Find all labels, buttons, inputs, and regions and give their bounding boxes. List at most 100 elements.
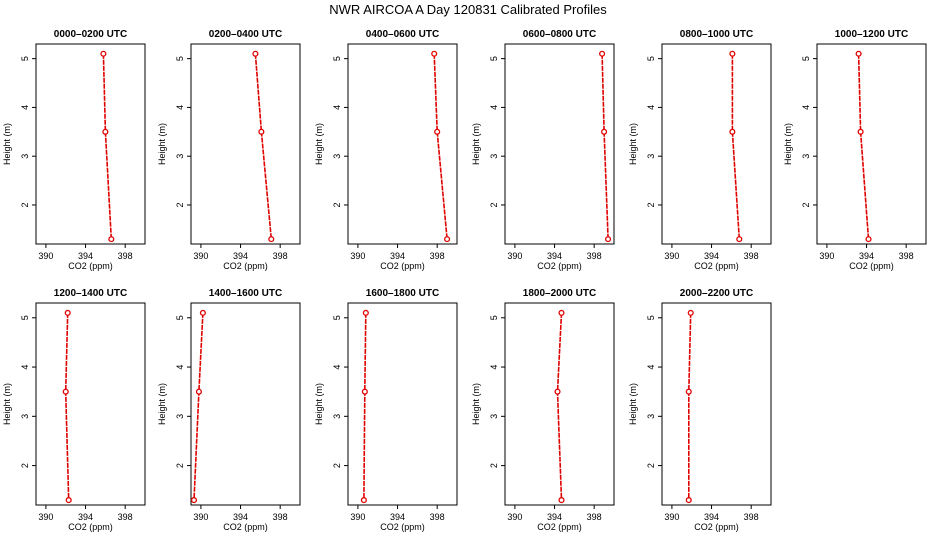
x-axis-label: CO2 (ppm) (223, 522, 268, 532)
data-point (865, 236, 872, 243)
plot-frame (504, 302, 615, 506)
x-tick-label: 394 (704, 512, 719, 522)
y-tick-label: 5 (332, 56, 342, 61)
x-axis-label: CO2 (ppm) (380, 261, 425, 271)
x-axis-label: CO2 (ppm) (68, 522, 113, 532)
figure-title: NWR AIRCOA A Day 120831 Calibrated Profi… (329, 2, 607, 17)
data-point (195, 388, 202, 395)
panel-8: 1400–1600 UTC 390 394 398 CO2 (ppm) 2 3 4 5 Heigh… (157, 288, 301, 532)
x-tick-label: 398 (744, 251, 759, 261)
x-axis-label: CO2 (ppm) (849, 261, 894, 271)
y-axis-label: Height (m) (471, 383, 481, 425)
data-point (736, 236, 743, 243)
y-tick-label: 2 (801, 202, 811, 207)
y-tick-label: 3 (646, 414, 656, 419)
panel-3: 0400–0600 UTC 390 394 398 CO2 (ppm) 2 3 4 5 Heigh… (314, 29, 458, 271)
x-tick-label: 398 (587, 251, 602, 261)
panel-5: 0800–1000 UTC 390 394 398 CO2 (ppm) 2 3 4 5 Heigh… (628, 29, 772, 271)
plot-frame (661, 302, 772, 506)
data-point (108, 236, 115, 243)
y-tick-label: 3 (489, 414, 499, 419)
data-point (102, 128, 109, 135)
data-point (199, 309, 206, 316)
plot-frame (816, 43, 927, 245)
panel-title: 0000–0200 UTC (54, 29, 127, 40)
plot-frame (190, 302, 301, 506)
y-tick-label: 4 (332, 105, 342, 110)
y-axis-label: Height (m) (783, 123, 793, 165)
y-axis-label: Height (m) (471, 123, 481, 165)
x-tick-label: 394 (547, 251, 562, 261)
plot-frame (35, 302, 146, 506)
panel-title: 0800–1000 UTC (680, 29, 753, 40)
panel-7: 1200–1400 UTC 390 394 398 CO2 (ppm) 2 3 4 5 Heigh… (2, 288, 146, 532)
data-point (687, 309, 694, 316)
x-tick-label: 390 (350, 512, 365, 522)
data-point (558, 309, 565, 316)
data-point (100, 50, 107, 57)
panel-title: 1200–1400 UTC (54, 288, 127, 299)
plot-frame (347, 43, 458, 245)
y-tick-label: 2 (646, 463, 656, 468)
data-point (599, 50, 606, 57)
panels-container: 0000–0200 UTC 390 394 398 CO2 (ppm) 2 3 4 5 Heigh… (2, 29, 927, 532)
y-tick-label: 5 (20, 56, 30, 61)
y-tick-label: 2 (175, 463, 185, 468)
data-point (729, 128, 736, 135)
y-tick-label: 4 (20, 365, 30, 370)
y-tick-label: 4 (646, 365, 656, 370)
x-tick-label: 394 (547, 512, 562, 522)
x-tick-label: 398 (273, 251, 288, 261)
y-tick-label: 4 (20, 105, 30, 110)
x-tick-label: 390 (193, 512, 208, 522)
plot-frame (35, 43, 146, 245)
x-tick-label: 394 (859, 251, 874, 261)
y-tick-label: 3 (801, 154, 811, 159)
y-tick-label: 5 (646, 56, 656, 61)
y-tick-label: 4 (801, 105, 811, 110)
y-tick-label: 3 (332, 154, 342, 159)
y-axis-label: Height (m) (2, 383, 12, 425)
y-tick-label: 3 (175, 414, 185, 419)
panel-11: 2000–2200 UTC 390 394 398 CO2 (ppm) 2 3 4 5 Heigh… (628, 288, 772, 532)
y-tick-label: 2 (20, 202, 30, 207)
panel-title: 0200–0400 UTC (209, 29, 282, 40)
panel-title: 0600–0800 UTC (523, 29, 596, 40)
x-axis-label: CO2 (ppm) (537, 261, 582, 271)
x-axis-label: CO2 (ppm) (537, 522, 582, 532)
x-tick-label: 390 (350, 251, 365, 261)
plot-frame (661, 43, 772, 245)
data-point (64, 309, 71, 316)
x-tick-label: 394 (233, 251, 248, 261)
y-tick-label: 3 (175, 154, 185, 159)
x-tick-label: 398 (430, 251, 445, 261)
y-tick-label: 5 (332, 315, 342, 320)
y-tick-label: 2 (646, 202, 656, 207)
y-tick-label: 5 (20, 315, 30, 320)
y-tick-label: 2 (332, 202, 342, 207)
x-tick-label: 394 (704, 251, 719, 261)
data-point (605, 236, 612, 243)
data-point (362, 309, 369, 316)
y-tick-label: 2 (332, 463, 342, 468)
x-tick-label: 398 (430, 512, 445, 522)
y-axis-label: Height (m) (628, 123, 638, 165)
data-point (855, 50, 862, 57)
panel-title: 1600–1800 UTC (366, 288, 439, 299)
data-point (601, 128, 608, 135)
panel-title: 1800–2000 UTC (523, 288, 596, 299)
y-tick-label: 4 (332, 365, 342, 370)
x-tick-label: 390 (664, 251, 679, 261)
y-tick-label: 2 (175, 202, 185, 207)
data-point (444, 236, 451, 243)
y-tick-label: 5 (489, 56, 499, 61)
y-axis-label: Height (m) (314, 383, 324, 425)
x-tick-label: 394 (78, 251, 93, 261)
x-tick-label: 394 (390, 512, 405, 522)
y-tick-label: 3 (489, 154, 499, 159)
y-tick-label: 2 (20, 463, 30, 468)
y-tick-label: 5 (801, 56, 811, 61)
y-tick-label: 5 (175, 56, 185, 61)
